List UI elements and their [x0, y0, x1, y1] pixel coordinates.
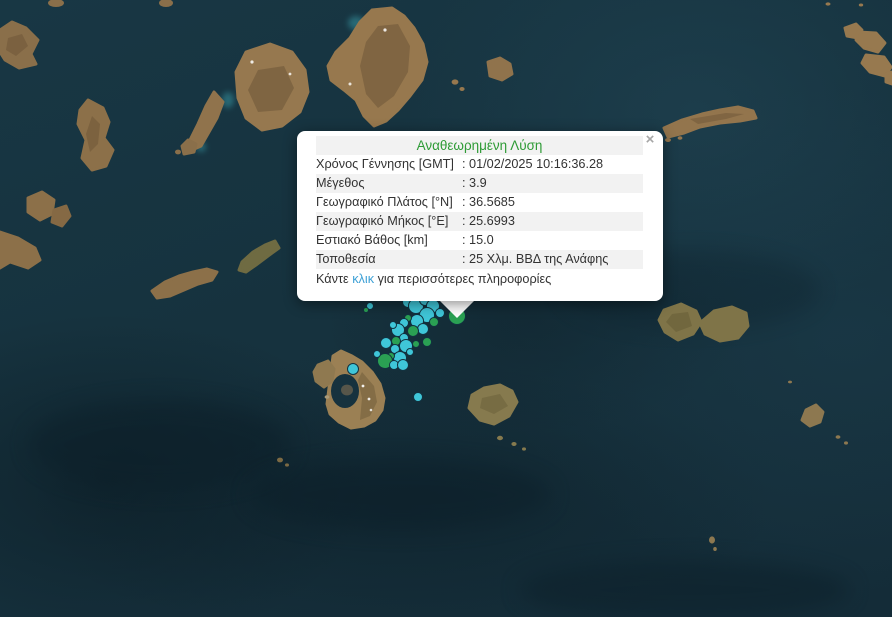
islet-gramvousa: [665, 138, 671, 142]
island-syrna: [800, 403, 825, 428]
islet-koufonisia-2: [459, 87, 465, 91]
island-levitha-1: [854, 30, 887, 54]
field-label: Τοποθεσία: [316, 252, 376, 266]
island-donousa: [486, 56, 514, 82]
popup-footer: Κάντε κλικ για περισσότερες πληροφορίες: [316, 269, 643, 289]
popup-row-magnitude: Μέγεθος : 3.9: [316, 174, 643, 193]
popup-title: Αναθεωρημένη Λύση: [316, 136, 643, 155]
island-astypalaia-east: [698, 305, 750, 343]
earthquake-marker[interactable]: [373, 350, 381, 358]
field-value: : 3.9: [462, 176, 487, 190]
field-value: : 01/02/2025 10:16:36.28: [462, 157, 604, 171]
islet-christiana-1: [277, 457, 283, 463]
field-label: Γεωγραφικό Μήκος [°E]: [316, 214, 449, 228]
islet-bottom-1: [709, 536, 715, 544]
islet-top-1: [48, 0, 64, 7]
popup-row-longitude: Γεωγραφικό Μήκος [°E] : 25.6993: [316, 212, 643, 231]
field-value: : 36.5685: [462, 195, 515, 209]
island-nea-kameni: [341, 384, 353, 396]
more-info-link[interactable]: κλικ: [352, 272, 375, 286]
island-santorini: [325, 349, 386, 430]
earthquake-marker[interactable]: [397, 359, 409, 371]
field-value: : 25.6993: [462, 214, 515, 228]
island-despotiko: [180, 138, 198, 156]
field-label: Εστιακό Βάθος [km]: [316, 233, 428, 247]
island-polyaigos: [50, 204, 72, 228]
islet-anafi-1: [497, 435, 503, 441]
islet-right-1: [835, 435, 841, 439]
earthquake-marker[interactable]: [429, 317, 439, 327]
earthquake-marker[interactable]: [380, 337, 392, 349]
popup-row-origin-time: Χρόνος Γέννησης [GMT] : 01/02/2025 10:16:…: [316, 155, 643, 174]
earthquake-marker[interactable]: [347, 363, 359, 375]
field-label: Γεωγραφικό Πλάτος [°N]: [316, 195, 453, 209]
popup-row-depth: Εστιακό Βάθος [km] : 15.0: [316, 231, 643, 250]
earthquake-marker[interactable]: [412, 340, 420, 348]
earthquake-marker[interactable]: [407, 325, 419, 337]
island-milos: [0, 230, 42, 270]
field-value: : 25 Χλμ. ΒΒΔ της Ανάφης: [462, 252, 609, 266]
close-icon[interactable]: ×: [645, 131, 655, 148]
islet-amorgos-s: [677, 136, 683, 140]
island-sikinos: [237, 239, 281, 274]
earthquake-marker[interactable]: [389, 321, 397, 329]
islet-koufonisia-1: [451, 79, 459, 85]
popup-row-location: Τοποθεσία : 25 Χλμ. ΒΒΔ της Ανάφης: [316, 250, 643, 269]
island-thirasia: [312, 359, 336, 389]
footer-text-suffix: για περισσότερες πληροφορίες: [374, 272, 552, 286]
field-value: : 15.0: [462, 233, 494, 247]
islet-christiana-2: [285, 463, 289, 467]
field-label: Χρόνος Γέννησης [GMT]: [316, 157, 454, 171]
footer-text-prefix: Κάντε: [316, 272, 353, 286]
islet-despotiko-2: [175, 149, 181, 155]
islet-top-2: [159, 0, 173, 7]
islet-bottom-2: [713, 547, 717, 551]
popup-row-latitude: Γεωγραφικό Πλάτος [°N] : 36.5685: [316, 193, 643, 212]
earthquake-marker[interactable]: [366, 302, 374, 310]
islet-right-3: [788, 380, 792, 384]
earthquake-marker[interactable]: [422, 337, 432, 347]
earthquake-marker[interactable]: [363, 307, 369, 313]
island-edge-right: [884, 70, 892, 86]
islet-anafi-2: [511, 442, 517, 446]
islet-right-2: [844, 441, 848, 445]
earthquake-marker[interactable]: [406, 348, 414, 356]
island-folegandros: [150, 267, 219, 300]
islet-aspronisi: [324, 395, 330, 399]
popup-pointer: [440, 301, 474, 318]
field-label: Μέγεθος: [316, 176, 365, 190]
earthquake-info-popup: × Αναθεωρημένη Λύση Χρόνος Γέννησης [GMT…: [297, 131, 663, 301]
earthquake-marker[interactable]: [413, 392, 423, 402]
islet-anafi-3: [522, 447, 526, 451]
